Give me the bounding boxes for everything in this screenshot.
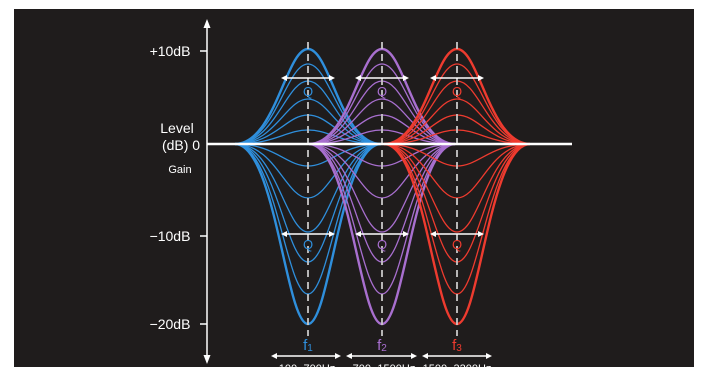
- band-3-q-width-arrow-1: [430, 75, 484, 81]
- band-2-q-width-arrow-2: [355, 231, 409, 237]
- band-1-range: 100~700Hz: [279, 363, 336, 375]
- band-1-q-width-arrow-1: [281, 75, 335, 81]
- band-1-q-width-arrow-2: [281, 231, 335, 237]
- band-3-q-label-1: Q: [452, 84, 462, 99]
- band-1-boost-curve-2: [234, 63, 382, 145]
- band-2-name: f2: [377, 337, 387, 354]
- tick-label-plus10: +10dB: [150, 43, 191, 59]
- band-3-q-label-2: Q: [452, 237, 462, 252]
- band-1-q-label-1: Q: [303, 84, 313, 99]
- band-2-q-label-2: Q: [377, 237, 387, 252]
- diagram-background: [14, 9, 694, 367]
- band-3-cut-curve-4: [383, 143, 531, 233]
- band-2-q-width-arrow-1: [355, 75, 409, 81]
- band-3-range-arrow: [422, 353, 492, 359]
- axis-arrow-down-icon: [203, 355, 211, 364]
- tick-label-minus10: −10dB: [150, 228, 191, 244]
- band-3-q-width-arrow-2: [430, 231, 484, 237]
- center-frequency-lines: [307, 42, 458, 336]
- axis-arrow-up-icon: [203, 19, 211, 28]
- level-label: Level: [160, 120, 193, 136]
- band-1-name: f1: [303, 337, 313, 354]
- band-2-q-label-1: Q: [377, 84, 387, 99]
- band-1-range-arrow: [271, 353, 341, 359]
- band-1-q-label-2: Q: [303, 237, 313, 252]
- frequency-range-arrows: [271, 353, 492, 359]
- eq-curves: [234, 47, 531, 326]
- band-3-boost-curve-4: [383, 98, 531, 145]
- band-3-name: f3: [452, 337, 462, 354]
- band-2-range-arrow: [346, 353, 417, 359]
- band-2-cut-curve-4: [308, 143, 456, 233]
- band-3-boost-curve-2: [383, 63, 531, 145]
- band-1-boost-curve-4: [234, 98, 382, 145]
- gain-label: Gain: [168, 164, 191, 176]
- band-2-range: 700~1500Hz: [353, 363, 416, 375]
- band-3-range: 1500~3200Hz: [423, 363, 492, 375]
- q-markers: Q Q Q Q Q Q: [281, 75, 484, 252]
- tick-label-minus20: −20dB: [150, 316, 191, 332]
- band-2-boost-curve-2: [308, 63, 456, 145]
- band-2-boost-curve-4: [308, 98, 456, 145]
- band-1-cut-curve-4: [234, 143, 382, 233]
- level-unit-label: (dB) 0: [162, 137, 200, 153]
